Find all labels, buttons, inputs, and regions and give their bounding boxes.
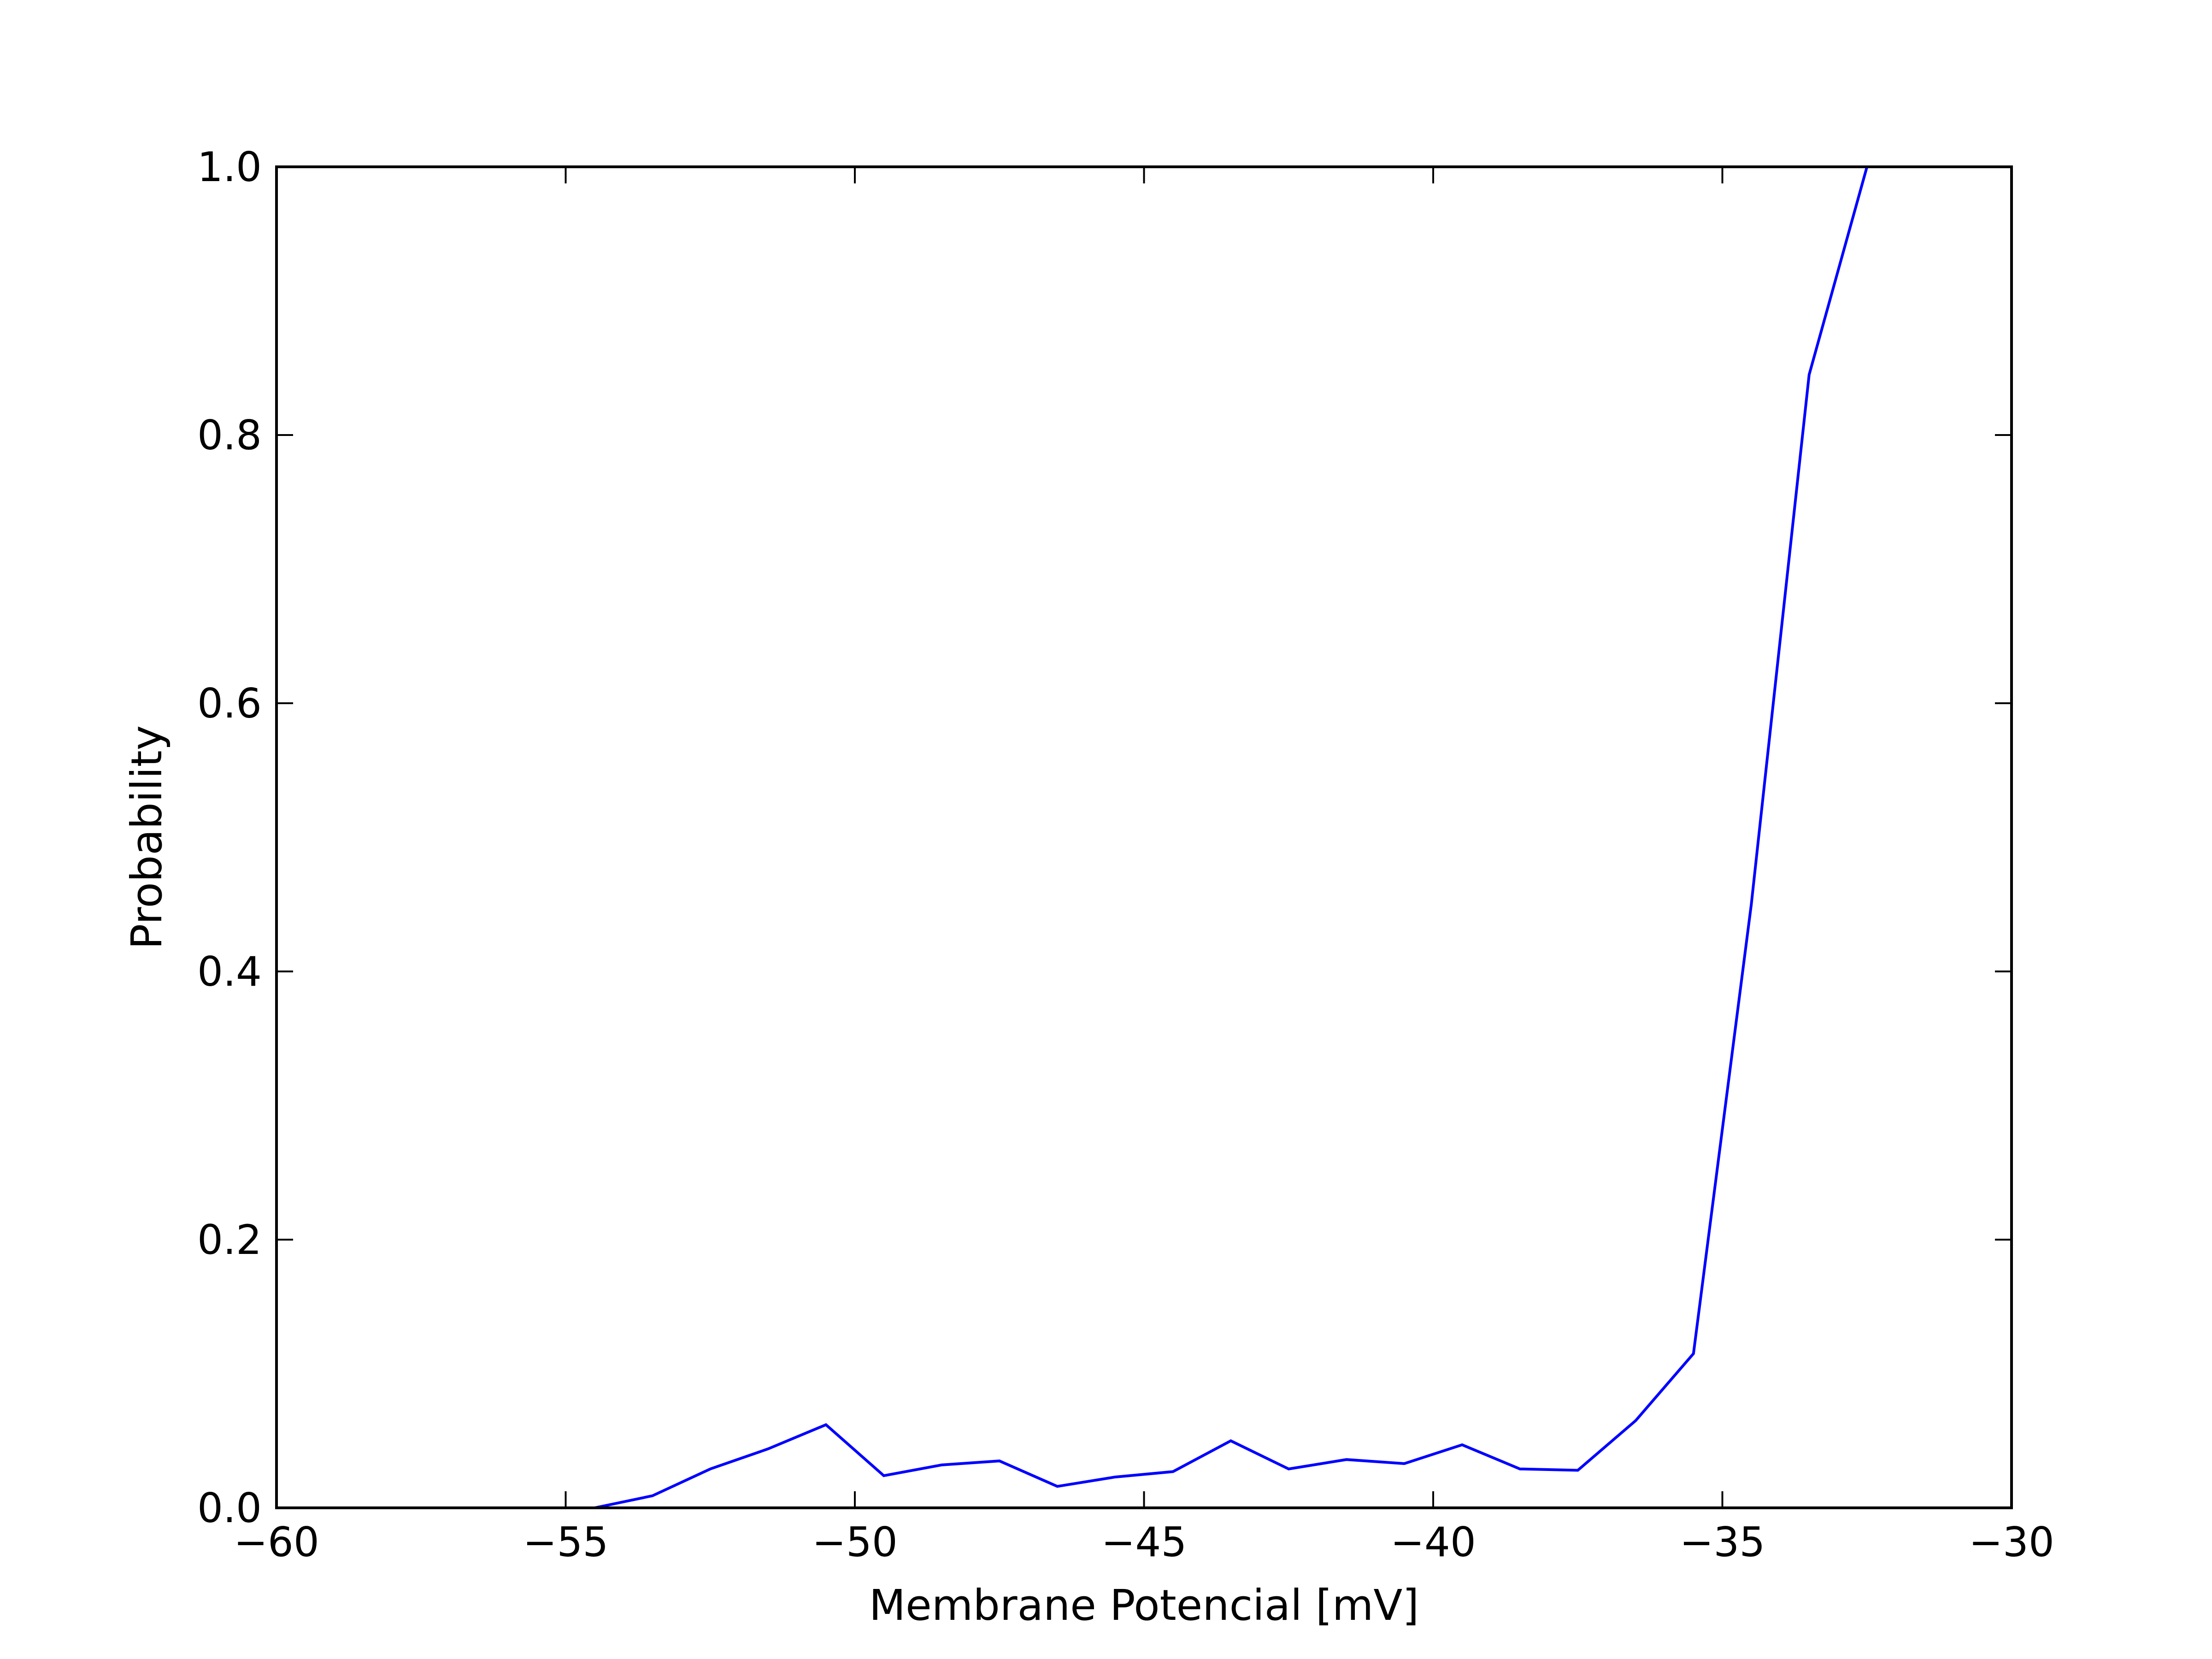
y-tick-label: 0.4 [197, 948, 262, 995]
plot-area [594, 166, 1869, 1509]
y-tick-label: 1.0 [197, 143, 262, 191]
y-tick-label: 0.8 [197, 412, 262, 459]
x-tick-label: −60 [234, 1518, 319, 1566]
y-tick-label: 0.2 [197, 1216, 262, 1264]
x-tick-label: −40 [1390, 1518, 1476, 1566]
x-tick-label: −50 [812, 1518, 898, 1566]
x-tick-label: −45 [1101, 1518, 1187, 1566]
y-tick-label: 0.6 [197, 680, 262, 727]
x-tick-label: −35 [1680, 1518, 1765, 1566]
tick-labels: −60 −55 −50 −45 −40 −35 −30 0.0 0.2 0.4 0.6 0.8 1.0 [197, 143, 2054, 1566]
y-axis-label: Probability [122, 725, 171, 949]
series-line [594, 166, 1869, 1509]
plot-frame [275, 165, 2013, 1509]
x-axis-label: Membrane Potencial [mV] [869, 1581, 1419, 1630]
y-tick-label: 0.0 [197, 1484, 262, 1532]
x-tick-label: −55 [523, 1518, 609, 1566]
x-tick-label: −30 [1969, 1518, 2054, 1566]
